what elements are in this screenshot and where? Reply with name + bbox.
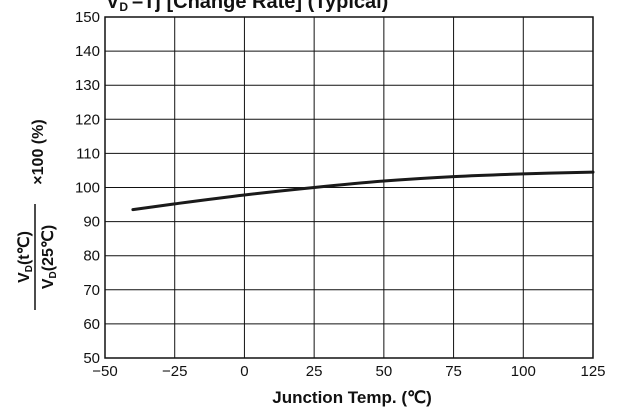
y-tick-label: 110 <box>76 145 100 162</box>
y-tick-label: 140 <box>75 43 100 60</box>
series-line <box>131 170 595 212</box>
y-tick-label: 90 <box>83 214 100 231</box>
y-tick-label: 80 <box>83 248 100 265</box>
y-axis-numerator: VD(t℃) <box>16 231 35 283</box>
y-axis-multiplier: ×100 (%) <box>30 119 47 184</box>
title-sub: D <box>119 0 128 14</box>
y-axis-title: VD(t℃) VD(25℃) ×100 (%) <box>16 119 59 310</box>
y-tick-label: 50 <box>83 350 100 367</box>
y-tick-label: 150 <box>75 9 100 26</box>
grid <box>104 16 594 359</box>
y-axis-denominator: VD(25℃) <box>40 225 59 289</box>
plot-frame <box>104 16 594 359</box>
y-tick-labels: 50 60 70 80 90 100 110 120 130 140 150 <box>75 9 100 367</box>
x-tick-label: 100 <box>511 363 536 380</box>
x-tick-label: 125 <box>580 363 605 380</box>
y-tick-label: 130 <box>75 77 100 94</box>
y-tick-label: 70 <box>83 282 100 299</box>
svg-text:VD–Tj [Change Rate] (Typical): VD –Tj [Change Rate] (Typical) <box>106 0 388 14</box>
x-tick-label: 50 <box>376 363 393 380</box>
x-tick-label: −50 <box>92 363 117 380</box>
title-v: V <box>106 0 120 13</box>
x-tick-label: −25 <box>162 363 187 380</box>
chart-title: VD –Tj [Change Rate] (Typical) <box>106 0 388 14</box>
x-tick-label: 0 <box>240 363 248 380</box>
y-tick-label: 60 <box>83 316 100 333</box>
y-tick-label: 100 <box>75 180 100 197</box>
y-tick-label: 120 <box>75 111 100 128</box>
x-tick-label: 75 <box>445 363 462 380</box>
x-tick-label: 25 <box>306 363 323 380</box>
title-rest: –Tj [Change Rate] (Typical) <box>132 0 388 13</box>
x-axis-title: Junction Temp. (℃) <box>272 388 432 407</box>
x-tick-labels: −50 −25 0 25 50 75 100 125 <box>92 363 605 380</box>
